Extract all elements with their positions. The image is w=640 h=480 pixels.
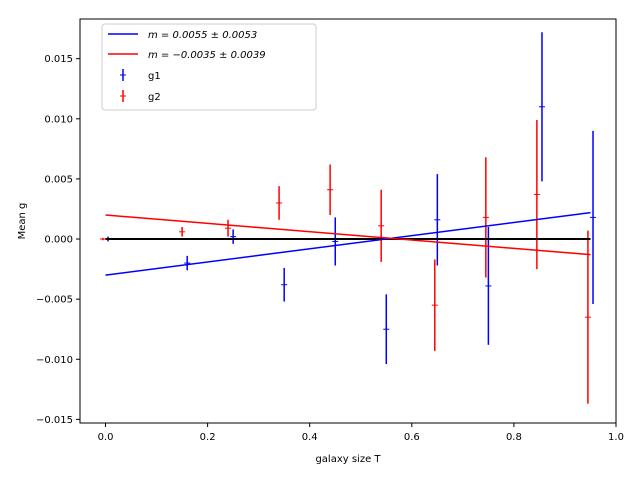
x-tick-label: 0.2 bbox=[200, 432, 216, 443]
legend-g1-marker bbox=[120, 69, 126, 81]
x-tick-label: 0.4 bbox=[302, 432, 318, 443]
y-tick-label: 0.000 bbox=[44, 235, 73, 246]
g1-fit-line bbox=[105, 211, 591, 276]
g2-fit-line bbox=[105, 214, 591, 256]
legend-g2-label: g2 bbox=[148, 92, 161, 103]
x-axis-label: galaxy size T bbox=[315, 454, 381, 465]
y-tick-label: 0.015 bbox=[44, 54, 73, 65]
legend-g2-marker bbox=[120, 90, 126, 102]
y-tick-label: −0.010 bbox=[36, 355, 73, 366]
y-tick-label: −0.005 bbox=[36, 295, 73, 306]
x-axis: 0.0 0.2 0.4 0.6 0.8 1.0 bbox=[98, 423, 624, 443]
legend-g2-fit-label: m = −0.0035 ± 0.0039 bbox=[148, 50, 266, 61]
legend-frame bbox=[101, 23, 317, 111]
y-axis: −0.015 −0.010 −0.005 0.000 0.005 0.010 0.015 bbox=[36, 54, 80, 426]
x-tick-label: 0.8 bbox=[506, 432, 522, 443]
legend-g1-fit-label: m = 0.0055 ± 0.0053 bbox=[148, 30, 257, 41]
y-tick-label: 0.010 bbox=[44, 114, 73, 125]
x-tick-label: 0.0 bbox=[98, 432, 114, 443]
legend-g1-label: g1 bbox=[148, 71, 161, 82]
axes-frame bbox=[79, 18, 617, 424]
x-tick-label: 0.6 bbox=[404, 432, 420, 443]
y-tick-label: −0.015 bbox=[36, 415, 73, 426]
y-axis-label: Mean g bbox=[17, 203, 28, 240]
x-tick-label: 1.0 bbox=[608, 432, 624, 443]
plot-area bbox=[99, 32, 597, 404]
legend: m = 0.0055 ± 0.0053 m = −0.0035 ± 0.0039… bbox=[101, 23, 317, 111]
y-tick-label: 0.005 bbox=[44, 174, 73, 185]
